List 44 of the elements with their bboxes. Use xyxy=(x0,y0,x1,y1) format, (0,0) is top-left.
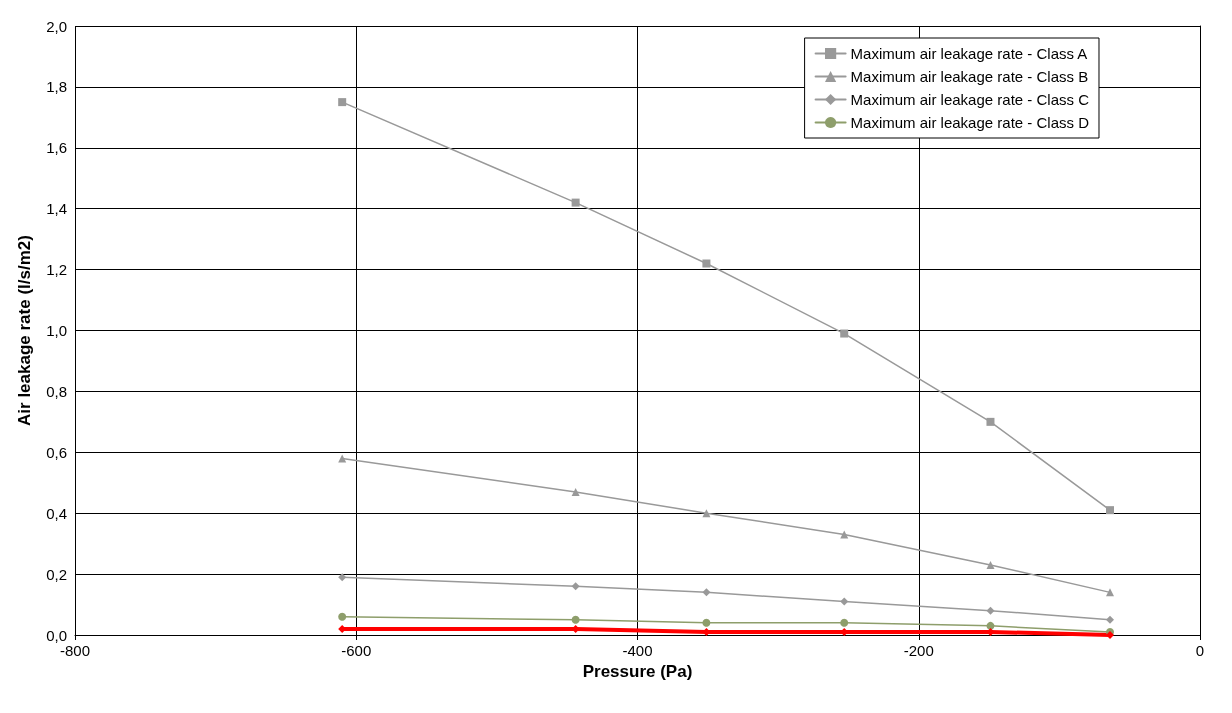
legend-label: Maximum air leakage rate - Class A xyxy=(850,45,1088,62)
point xyxy=(338,98,347,107)
y-tick-label: 1,6 xyxy=(46,139,67,157)
point xyxy=(1106,506,1114,515)
x-tick-label: -400 xyxy=(622,642,653,659)
point xyxy=(840,530,849,539)
point xyxy=(338,573,347,582)
point xyxy=(986,606,995,615)
point xyxy=(702,509,711,518)
point xyxy=(571,487,580,496)
point xyxy=(840,618,849,627)
legend-label: Maximum air leakage rate - Class B xyxy=(850,68,1089,85)
point xyxy=(702,618,711,627)
point xyxy=(702,588,711,597)
x-tick-label: -600 xyxy=(341,642,372,659)
y-tick-label: 0,6 xyxy=(46,443,67,461)
point xyxy=(1106,615,1114,624)
x-tick-label: -800 xyxy=(59,642,91,659)
x-tick-label: -200 xyxy=(903,642,934,659)
point xyxy=(840,597,849,606)
point xyxy=(986,417,995,426)
y-axis-title: Air leakage rate (l/s/m2) xyxy=(15,235,34,426)
y-tick-label: 1,2 xyxy=(46,261,67,279)
y-tick-label: 0,8 xyxy=(46,382,67,400)
point xyxy=(338,612,347,621)
x-axis-title: Pressure (Pa) xyxy=(582,662,693,681)
x-tick-label: 0 xyxy=(1195,642,1205,659)
y-tick-label: 1,4 xyxy=(46,200,67,218)
y-tick-label: 1,8 xyxy=(46,78,67,96)
point xyxy=(702,259,711,268)
point xyxy=(986,560,995,569)
point xyxy=(1106,588,1114,597)
point xyxy=(840,329,849,338)
point xyxy=(571,582,580,591)
point xyxy=(1106,631,1114,639)
y-tick-label: 0,0 xyxy=(46,626,67,644)
y-tick-label: 2,0 xyxy=(46,17,67,35)
legend-label: Maximum air leakage rate - Class C xyxy=(850,91,1090,108)
point xyxy=(571,615,580,624)
point xyxy=(571,198,580,207)
y-tick-label: 0,2 xyxy=(46,565,67,583)
y-tick-label: 0,4 xyxy=(46,504,67,522)
legend-label: Maximum air leakage rate - Class D xyxy=(850,114,1090,131)
y-tick-label: 1,0 xyxy=(46,322,67,339)
